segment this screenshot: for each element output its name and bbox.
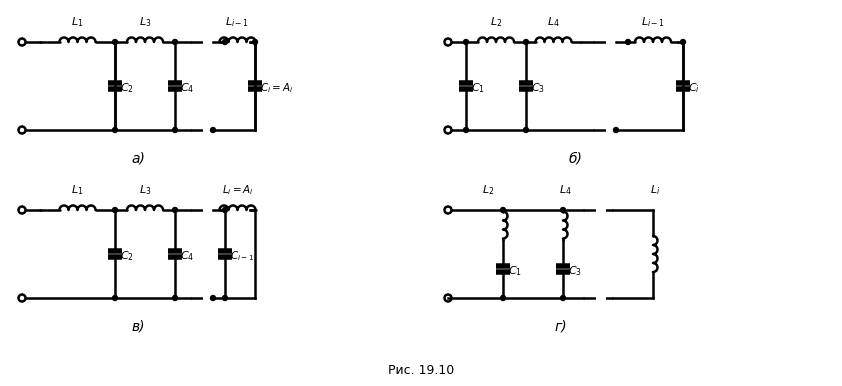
Circle shape: [113, 39, 118, 44]
Text: $C_2$: $C_2$: [120, 249, 134, 263]
Text: $L_2$: $L_2$: [482, 183, 494, 197]
Circle shape: [113, 296, 118, 300]
Circle shape: [500, 208, 505, 213]
Text: $C_3$: $C_3$: [568, 264, 582, 278]
Circle shape: [561, 208, 566, 213]
Circle shape: [500, 296, 505, 300]
Text: $C_4$: $C_4$: [180, 81, 195, 95]
Text: в): в): [131, 320, 146, 334]
Text: $L_{i-1}$: $L_{i-1}$: [226, 15, 249, 29]
Text: $C_1$: $C_1$: [508, 264, 522, 278]
Circle shape: [113, 127, 118, 132]
Circle shape: [173, 296, 178, 300]
Text: Рис. 19.10: Рис. 19.10: [388, 364, 454, 376]
Text: $L_{i-1}$: $L_{i-1}$: [641, 15, 665, 29]
Circle shape: [463, 127, 468, 132]
Circle shape: [173, 127, 178, 132]
Text: а): а): [131, 152, 146, 166]
Text: $L_4$: $L_4$: [558, 183, 572, 197]
Text: $L_i$: $L_i$: [650, 183, 660, 197]
Circle shape: [113, 208, 118, 213]
Text: $L_4$: $L_4$: [547, 15, 560, 29]
Text: $L_2$: $L_2$: [490, 15, 502, 29]
Text: $L_1$: $L_1$: [72, 15, 83, 29]
Circle shape: [210, 296, 216, 300]
Text: $C_3$: $C_3$: [531, 81, 545, 95]
Text: $L_3$: $L_3$: [139, 15, 152, 29]
Circle shape: [173, 39, 178, 44]
Circle shape: [524, 127, 529, 132]
Circle shape: [463, 39, 468, 44]
Circle shape: [222, 296, 227, 300]
Circle shape: [680, 39, 685, 44]
Text: $C_i{=}A_i$: $C_i{=}A_i$: [260, 81, 293, 95]
Text: г): г): [554, 320, 567, 334]
Text: $C_4$: $C_4$: [180, 249, 195, 263]
Circle shape: [173, 208, 178, 213]
Circle shape: [626, 39, 631, 44]
Circle shape: [561, 296, 566, 300]
Circle shape: [222, 39, 227, 44]
Circle shape: [253, 39, 258, 44]
Text: $C_2$: $C_2$: [120, 81, 134, 95]
Circle shape: [210, 127, 216, 132]
Circle shape: [524, 39, 529, 44]
Text: $C_i$: $C_i$: [688, 81, 700, 95]
Text: $C_{i-1}$: $C_{i-1}$: [230, 249, 254, 263]
Text: $L_3$: $L_3$: [139, 183, 152, 197]
Circle shape: [222, 208, 227, 213]
Text: б): б): [568, 152, 583, 166]
Text: $C_1$: $C_1$: [471, 81, 485, 95]
Text: $L_1$: $L_1$: [72, 183, 83, 197]
Circle shape: [614, 127, 619, 132]
Text: $L_i{=}A_i$: $L_i{=}A_i$: [221, 183, 253, 197]
